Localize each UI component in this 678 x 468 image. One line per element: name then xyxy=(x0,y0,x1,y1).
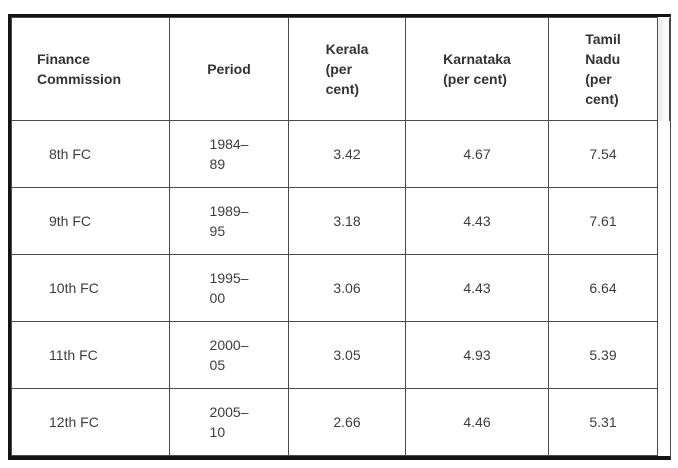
table-row: 8th FC 1984– 89 3.42 4.67 7.54 xyxy=(11,120,670,188)
column-header-label: Kerala (per cent) xyxy=(325,41,369,97)
column-header-period: Period xyxy=(169,17,289,121)
cell-karnataka: 4.43 xyxy=(405,187,549,255)
cell-period-value: 1989– 95 xyxy=(209,203,249,239)
cell-period: 1995– 00 xyxy=(169,254,289,322)
table-row: 10th FC 1995– 00 3.06 4.43 6.64 xyxy=(11,254,670,322)
cell-tamil-nadu: 7.61 xyxy=(548,187,658,255)
cell-karnataka: 4.67 xyxy=(405,120,549,188)
cell-tamil-nadu: 5.31 xyxy=(548,388,658,456)
data-table-frame: Finance Commission Period Kerala (per ce… xyxy=(8,14,671,460)
column-header-kerala: Kerala (per cent) xyxy=(288,17,406,121)
cell-period-value: 2005– 10 xyxy=(209,404,249,440)
cell-kerala: 3.18 xyxy=(288,187,406,255)
cell-period-value: 1995– 00 xyxy=(209,270,249,306)
cell-karnataka: 4.43 xyxy=(405,254,549,322)
column-header-tamil-nadu: Tamil Nadu (per cent) xyxy=(548,17,658,121)
cell-period: 1984– 89 xyxy=(169,120,289,188)
cell-tamil-nadu: 5.39 xyxy=(548,321,658,389)
cell-kerala: 3.05 xyxy=(288,321,406,389)
cell-tamil-nadu: 7.54 xyxy=(548,120,658,188)
cell-period: 1989– 95 xyxy=(169,187,289,255)
column-header-finance-commission: Finance Commission xyxy=(11,17,170,121)
cell-kerala: 3.42 xyxy=(288,120,406,188)
table-row: 12th FC 2005– 10 2.66 4.46 5.31 xyxy=(11,388,670,456)
column-header-label: Finance Commission xyxy=(37,51,122,87)
table-row: 9th FC 1989– 95 3.18 4.43 7.61 xyxy=(11,187,670,255)
column-header-karnataka: Karnataka (per cent) xyxy=(405,17,549,121)
header-row: Finance Commission Period Kerala (per ce… xyxy=(11,17,670,121)
column-header-label: Period xyxy=(207,61,251,77)
cell-tamil-nadu: 6.64 xyxy=(548,254,658,322)
cell-kerala: 2.66 xyxy=(288,388,406,456)
cell-kerala: 3.06 xyxy=(288,254,406,322)
column-header-label: Karnataka (per cent) xyxy=(443,51,511,87)
column-header-label: Tamil Nadu (per cent) xyxy=(585,31,621,107)
cell-karnataka: 4.93 xyxy=(405,321,549,389)
cell-finance-commission: 12th FC xyxy=(11,388,170,456)
cell-finance-commission: 8th FC xyxy=(11,120,170,188)
cell-finance-commission: 10th FC xyxy=(11,254,170,322)
cell-period: 2000– 05 xyxy=(169,321,289,389)
cell-karnataka: 4.46 xyxy=(405,388,549,456)
table-row: 11th FC 2000– 05 3.05 4.93 5.39 xyxy=(11,321,670,389)
finance-commission-table: Finance Commission Period Kerala (per ce… xyxy=(11,17,670,456)
clipped-spill-column xyxy=(657,17,670,121)
cell-period-value: 2000– 05 xyxy=(209,337,249,373)
cell-finance-commission: 9th FC xyxy=(11,187,170,255)
cell-period: 2005– 10 xyxy=(169,388,289,456)
cell-period-value: 1984– 89 xyxy=(209,136,249,172)
cell-finance-commission: 11th FC xyxy=(11,321,170,389)
